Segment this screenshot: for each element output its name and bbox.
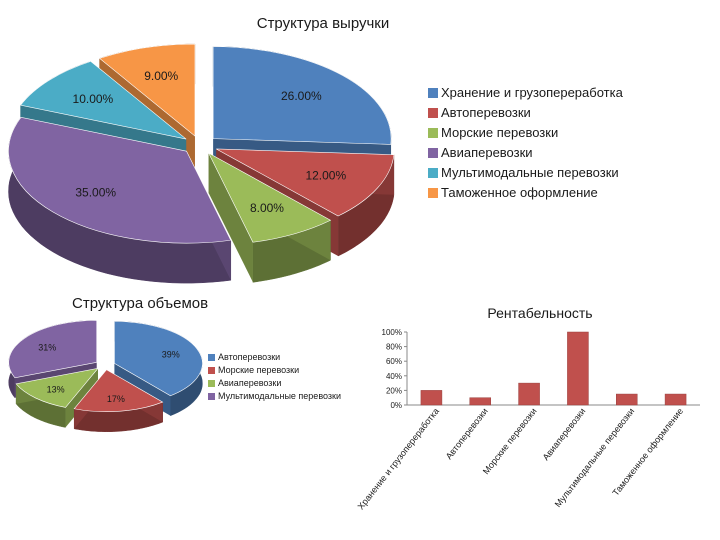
bar-3 <box>567 331 589 406</box>
legend-label-3: Мультимодальные перевозки <box>218 391 341 401</box>
pie-wall-2-1 <box>208 153 253 283</box>
pie-slice-0 <box>114 321 203 397</box>
chart-title-revenue: Структура выручки <box>257 15 390 32</box>
x-tick-label-3: Авиаперевозки <box>541 406 588 462</box>
chart-title-profitability: Рентабельность <box>487 305 592 321</box>
pie-slice-5 <box>98 43 196 137</box>
pie-data-label-1: 12.00% <box>305 169 346 183</box>
pie-data-label-1: 17% <box>107 394 125 404</box>
x-tick-label-4: Мультимодальные перевозки <box>553 406 637 509</box>
bar-2 <box>518 382 540 406</box>
pie-slice-2 <box>15 367 99 408</box>
pie-volumes: 39% 17% 13% 31% <box>8 320 203 432</box>
bar-0 <box>420 390 443 406</box>
pie-data-label-2: 13% <box>47 385 65 395</box>
y-tick-label-3: 60% <box>386 357 402 366</box>
x-tick-label-1: Автоперевозки <box>444 406 490 461</box>
legend-label-5: Таможенное оформление <box>441 185 598 200</box>
chart-title-volumes: Структура объемов <box>72 295 208 312</box>
pie-slice-3 <box>8 320 98 379</box>
bar-1 <box>469 397 491 406</box>
pie-data-label-4: 10.00% <box>73 92 114 106</box>
x-tick-label-2: Морские перевозки <box>481 406 539 476</box>
legend-swatch-0 <box>208 354 215 361</box>
pie-slice-4 <box>20 61 187 140</box>
legend-swatch-5 <box>428 188 438 198</box>
legend-swatch-2 <box>208 380 215 387</box>
legend-label-1: Автоперевозки <box>441 105 531 120</box>
pie-slice-1 <box>216 148 395 217</box>
pie-data-label-3: 31% <box>38 342 56 352</box>
legend-swatch-3 <box>428 148 438 158</box>
legend-label-1: Морские перевозки <box>218 365 299 375</box>
legend-label-3: Авиаперевозки <box>441 145 533 160</box>
pie-data-label-0: 39% <box>162 350 180 360</box>
pie-data-label-0: 26.00% <box>281 89 322 103</box>
legend-swatch-3 <box>208 393 215 400</box>
pie-data-label-3: 35.00% <box>75 186 116 200</box>
legend-swatch-1 <box>208 367 215 374</box>
bar-5 <box>664 393 687 406</box>
legend-swatch-2 <box>428 128 438 138</box>
legend-swatch-0 <box>428 88 438 98</box>
legend-volumes: Автоперевозки Морские перевозки Авиаперево… <box>208 352 341 401</box>
pie-slice-1 <box>73 369 164 412</box>
y-tick-label-2: 40% <box>386 372 402 381</box>
bar-4 <box>616 393 638 406</box>
y-tick-label-0: 0% <box>390 401 402 410</box>
pie-data-label-5: 9.00% <box>144 69 178 83</box>
y-tick-label-5: 100% <box>382 328 402 337</box>
legend-label-0: Хранение и грузопереработка <box>441 85 624 100</box>
y-tick-label-1: 20% <box>386 386 402 395</box>
y-tick-label-4: 80% <box>386 343 402 352</box>
legend-label-0: Автоперевозки <box>218 352 280 362</box>
x-tick-label-0: Хранение и грузопереработка <box>356 406 441 511</box>
legend-label-4: Мультимодальные перевозки <box>441 165 619 180</box>
legend-swatch-4 <box>428 168 438 178</box>
legend-label-2: Морские перевозки <box>441 125 558 140</box>
pie-slice-0 <box>212 46 392 145</box>
legend-label-2: Авиаперевозки <box>218 378 281 388</box>
legend-revenue: Хранение и грузопереработка Автоперевозки… <box>428 85 624 200</box>
legend-swatch-1 <box>428 108 438 118</box>
pie-data-label-2: 8.00% <box>250 201 284 215</box>
pie-revenue: 26.00% 12.00% 8.00% 35.00% 10.00% 9.00% <box>8 43 395 284</box>
bar-chart-profitability: 0% 20% 40% 60% 80% 100% Хранение и грузоперера… <box>356 328 700 511</box>
pie-slice-2 <box>207 152 332 243</box>
pie-slice-3 <box>8 116 232 244</box>
